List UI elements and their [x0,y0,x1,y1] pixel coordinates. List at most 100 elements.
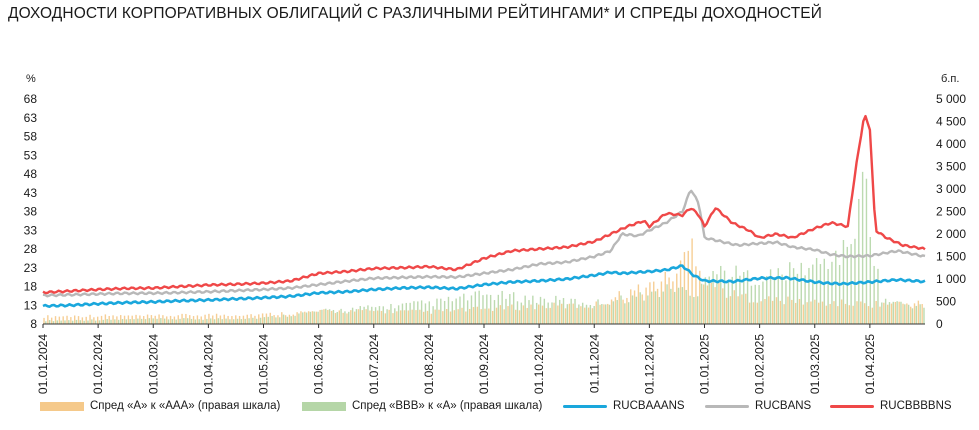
bar-spread-a-aaa [507,306,509,324]
bar-spread-a-aaa [43,317,45,324]
right-axis-unit: б.п. [941,73,959,85]
left-tick-label: 68 [24,92,38,106]
bar-spread-bbb-a [900,301,902,324]
bar-spread-a-aaa [599,304,601,324]
bar-spread-a-aaa [756,302,758,324]
bar-spread-a-aaa [676,273,678,324]
bar-spread-a-aaa [656,288,659,324]
legend-item-rucbans: RUCBANS [705,400,811,412]
bar-spread-a-aaa [261,313,264,324]
bar-spread-bbb-a [45,321,47,324]
bar-spread-a-aaa [434,309,436,324]
bar-spread-a-aaa [484,308,486,324]
bar-spread-bbb-a [443,300,446,324]
bar-spread-bbb-a [64,320,66,324]
bar-spread-a-aaa [242,315,245,324]
bar-spread-a-aaa [392,313,394,324]
bar-spread-a-aaa [89,314,91,324]
bar-spread-a-aaa [909,306,912,324]
bar-spread-bbb-a [221,319,223,324]
legend-item-rucbaaans: RUCBAAANS [563,400,685,412]
bar-spread-bbb-a [378,306,381,324]
bar-spread-bbb-a [651,291,653,324]
bar-spread-a-aaa [238,315,241,324]
bar-spread-a-aaa [384,313,387,324]
bar-spread-bbb-a [835,250,837,324]
legend-label-rucbbbbns: RUCBBBBNS [880,400,952,412]
x-tick-label: 01.07.2024 [367,334,381,394]
bar-spread-bbb-a [535,302,538,324]
bar-spread-a-aaa [97,316,99,324]
bar-spread-bbb-a [516,301,519,324]
bar-spread-bbb-a [351,307,354,324]
bar-spread-bbb-a [202,319,204,324]
bar-spread-bbb-a [225,318,227,324]
bar-spread-a-aaa [771,300,774,324]
bar-spread-bbb-a [785,280,787,324]
bar-spread-a-aaa [334,313,337,324]
bar-spread-a-aaa [350,310,352,324]
bar-spread-a-aaa [215,313,218,324]
bar-spread-a-aaa [476,306,479,324]
bar-spread-a-aaa [898,301,900,324]
bar-spread-a-aaa [169,315,172,324]
bar-spread-bbb-a [125,319,128,324]
bar-spread-a-aaa [154,315,156,324]
bar-spread-bbb-a [305,312,308,324]
bar-spread-a-aaa [361,310,364,324]
bar-spread-bbb-a [693,297,695,324]
bar-spread-a-aaa [457,309,459,324]
bar-spread-bbb-a [440,298,442,324]
left-tick-label: 48 [24,167,38,181]
bar-spread-bbb-a [716,274,718,324]
bar-spread-a-aaa [480,309,482,324]
bar-spread-a-aaa [595,301,597,324]
x-tick-label: 01.06.2024 [312,334,326,394]
bar-spread-bbb-a [386,309,388,324]
bar-spread-a-aaa [810,301,812,324]
bar-spread-a-aaa [388,309,390,324]
bar-spread-bbb-a [581,302,584,324]
bar-spread-a-aaa [848,305,851,324]
x-tick-label: 01.03.2024 [146,334,160,394]
bar-spread-bbb-a [317,311,319,324]
bar-spread-a-aaa [764,298,766,324]
bar-spread-bbb-a [179,318,181,324]
bar-spread-bbb-a [56,320,59,324]
bar-spread-bbb-a [562,298,565,324]
bar-spread-bbb-a [493,300,496,324]
bar-spread-a-aaa [867,306,870,324]
right-tick-label: 1 000 [936,272,966,286]
bar-spread-a-aaa [553,302,555,324]
bar-spread-a-aaa [741,294,743,324]
right-tick-label: 5 000 [936,92,966,106]
bar-spread-a-aaa [564,308,567,324]
bar-spread-bbb-a [712,270,714,324]
bar-spread-a-aaa [304,311,306,324]
bar-spread-bbb-a [854,238,856,324]
bar-spread-a-aaa [614,297,617,324]
bar-spread-a-aaa [422,311,425,324]
bar-spread-bbb-a [355,309,358,324]
bar-spread-a-aaa [538,304,540,324]
bar-spread-a-aaa [561,303,563,324]
bar-spread-bbb-a [87,320,89,324]
bar-spread-a-aaa [311,311,314,324]
bar-spread-bbb-a [662,291,664,324]
bar-spread-bbb-a [558,299,561,324]
bar-spread-bbb-a [282,314,285,324]
bar-spread-a-aaa [396,311,398,324]
bar-spread-a-aaa [323,309,325,324]
bar-spread-bbb-a [263,317,266,324]
bar-spread-a-aaa [814,299,816,324]
bar-spread-bbb-a [71,320,74,324]
bar-spread-bbb-a [187,318,189,324]
x-tick-label: 01.02.2024 [91,334,105,394]
bar-spread-a-aaa [120,315,122,324]
bar-spread-a-aaa [66,315,68,324]
bar-spread-a-aaa [488,308,490,324]
bar-spread-a-aaa [691,238,693,324]
bar-spread-a-aaa [100,315,103,324]
bar-spread-bbb-a [528,300,530,324]
bar-spread-bbb-a [163,318,166,324]
